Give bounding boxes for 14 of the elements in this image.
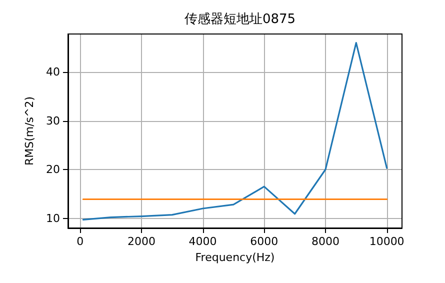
chart-title: 传感器短地址0875: [184, 12, 296, 27]
x-tick-label: 8000: [311, 235, 340, 248]
y-axis-title: RMS(m/s^2): [23, 96, 36, 166]
y-tick-label: 10: [46, 212, 60, 225]
y-tick-label: 20: [46, 163, 60, 176]
y-tick-label: 40: [46, 66, 60, 79]
y-tick-label: 30: [46, 114, 60, 128]
x-axis-title: Frequency(Hz): [195, 250, 275, 264]
x-tick-label: 0: [76, 235, 84, 248]
x-tick-label: 10000: [369, 235, 404, 248]
x-tick-label: 4000: [188, 235, 217, 248]
x-tick-label: 6000: [250, 235, 278, 248]
x-tick-label: 2000: [127, 235, 156, 248]
line-series: [82, 42, 388, 221]
